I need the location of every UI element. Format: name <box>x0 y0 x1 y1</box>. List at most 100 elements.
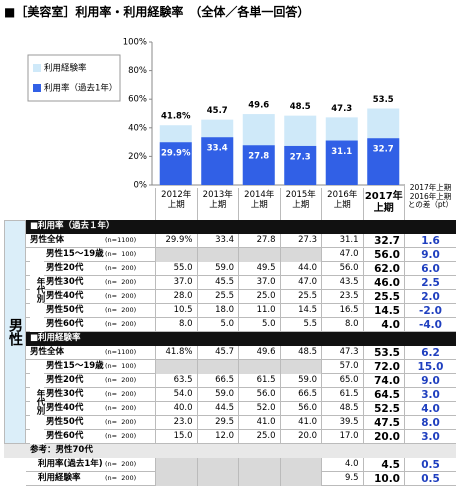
row-bg <box>26 290 456 304</box>
row-n: (n= 200) <box>105 474 137 482</box>
cell: 41.8% <box>155 346 197 360</box>
cell: 47.0 <box>279 276 322 290</box>
value-label: 32.7 <box>373 145 394 155</box>
y-tick-label: 0% <box>134 181 148 191</box>
section-header: ■利用経験率 <box>26 332 456 346</box>
value-label: 27.3 <box>290 152 311 162</box>
diff-cell: -4.0 <box>404 318 456 332</box>
bar <box>367 138 400 185</box>
cell: 54.0 <box>155 388 197 402</box>
bar <box>284 145 317 185</box>
cell: 32.7 <box>362 234 405 248</box>
cell: 47.0 <box>321 248 363 262</box>
y-tick-label: 40% <box>128 123 147 133</box>
legend-box <box>27 54 121 102</box>
cell: 9.5 <box>321 472 363 486</box>
empty-cell <box>238 360 280 374</box>
diff-cell: 3.0 <box>404 430 456 444</box>
value-label: 27.8 <box>248 152 269 162</box>
cell: 25.0 <box>238 290 280 304</box>
cell: 46.0 <box>362 276 405 290</box>
row-n: (n= 200) <box>105 404 137 412</box>
legend-swatch <box>33 84 41 92</box>
row-n: (n=1100) <box>105 236 137 244</box>
value-label: 29.9% <box>161 149 191 159</box>
cell: 41.0 <box>279 416 322 430</box>
cell: 20.0 <box>279 430 322 444</box>
cell: 72.0 <box>362 360 405 374</box>
cell: 39.5 <box>321 416 363 430</box>
cell: 25.5 <box>362 290 405 304</box>
cell: 52.0 <box>238 402 280 416</box>
row-bg <box>26 416 456 430</box>
cell: 52.5 <box>362 402 405 416</box>
row-n: (n= 200) <box>105 264 137 272</box>
diff-cell: 2.0 <box>404 290 456 304</box>
value-label: 47.3 <box>331 104 352 114</box>
y-tick-label: 60% <box>128 95 147 105</box>
empty-cell <box>155 360 197 374</box>
cell: 17.0 <box>321 430 363 444</box>
cell: 59.0 <box>279 374 322 388</box>
cell: 10.0 <box>362 472 405 486</box>
cell: 43.5 <box>321 276 363 290</box>
cell: 23.0 <box>155 416 197 430</box>
row-bg <box>26 402 456 416</box>
value-label: 49.6 <box>248 101 269 111</box>
row-label: 利用率(過去1年) <box>38 459 103 469</box>
cell: 47.3 <box>321 346 363 360</box>
empty-cell <box>155 458 197 472</box>
cell: 66.5 <box>279 388 322 402</box>
row-label: 利用経験率 <box>38 473 81 483</box>
empty-cell <box>279 472 321 486</box>
cell: 53.5 <box>362 346 405 360</box>
cell: 56.0 <box>279 402 322 416</box>
row-label: 男性15～19歳 <box>46 249 104 259</box>
cell: 29.5 <box>196 416 239 430</box>
reference-header: 参考：男性70代 <box>4 444 456 458</box>
cell: 41.0 <box>238 416 280 430</box>
cell: 45.7 <box>196 346 239 360</box>
value-label: 41.8% <box>161 112 191 122</box>
diff-cell: 0.5 <box>404 472 456 486</box>
diff-cell: 8.0 <box>404 416 456 430</box>
row-n: (n= 200) <box>105 418 137 426</box>
diff-cell: 6.2 <box>404 346 456 360</box>
empty-cell <box>238 458 280 472</box>
row-bg <box>26 276 456 290</box>
cell: 5.5 <box>279 318 322 332</box>
empty-cell <box>196 248 238 262</box>
row-label: 男性全体 <box>30 235 65 245</box>
row-bg <box>26 346 456 360</box>
row-n: (n= 200) <box>105 376 137 384</box>
cell: 64.5 <box>362 388 405 402</box>
cell: 59.0 <box>196 262 239 276</box>
row-label: 男性50代 <box>46 305 84 315</box>
row-label: 男性20代 <box>46 263 84 273</box>
cell: 61.5 <box>321 388 363 402</box>
empty-cell <box>155 248 197 262</box>
row-label: 男性50代 <box>46 417 84 427</box>
cell: 63.5 <box>155 374 197 388</box>
row-bg <box>26 318 456 332</box>
cell: 27.8 <box>238 234 280 248</box>
cell: 5.0 <box>196 318 239 332</box>
cell: 47.5 <box>362 416 405 430</box>
row-bg <box>26 262 456 276</box>
cell: 55.0 <box>155 262 197 276</box>
row-n: (n= 200) <box>105 432 137 440</box>
row-bg <box>26 374 456 388</box>
row-label: 男性20代 <box>46 375 84 385</box>
row-n: (n= 100) <box>105 362 137 370</box>
cell: 27.3 <box>279 234 322 248</box>
cell: 20.0 <box>362 430 405 444</box>
cell: 25.5 <box>196 290 239 304</box>
cell: 37.0 <box>238 276 280 290</box>
value-label: 53.5 <box>373 95 394 105</box>
diff-header: 2017年上期 2016年上期 との差（pt） <box>404 183 456 220</box>
cell: 62.0 <box>362 262 405 276</box>
cell: 8.0 <box>321 318 363 332</box>
row-label: 男性60代 <box>46 319 84 329</box>
cell: 56.0 <box>362 248 405 262</box>
